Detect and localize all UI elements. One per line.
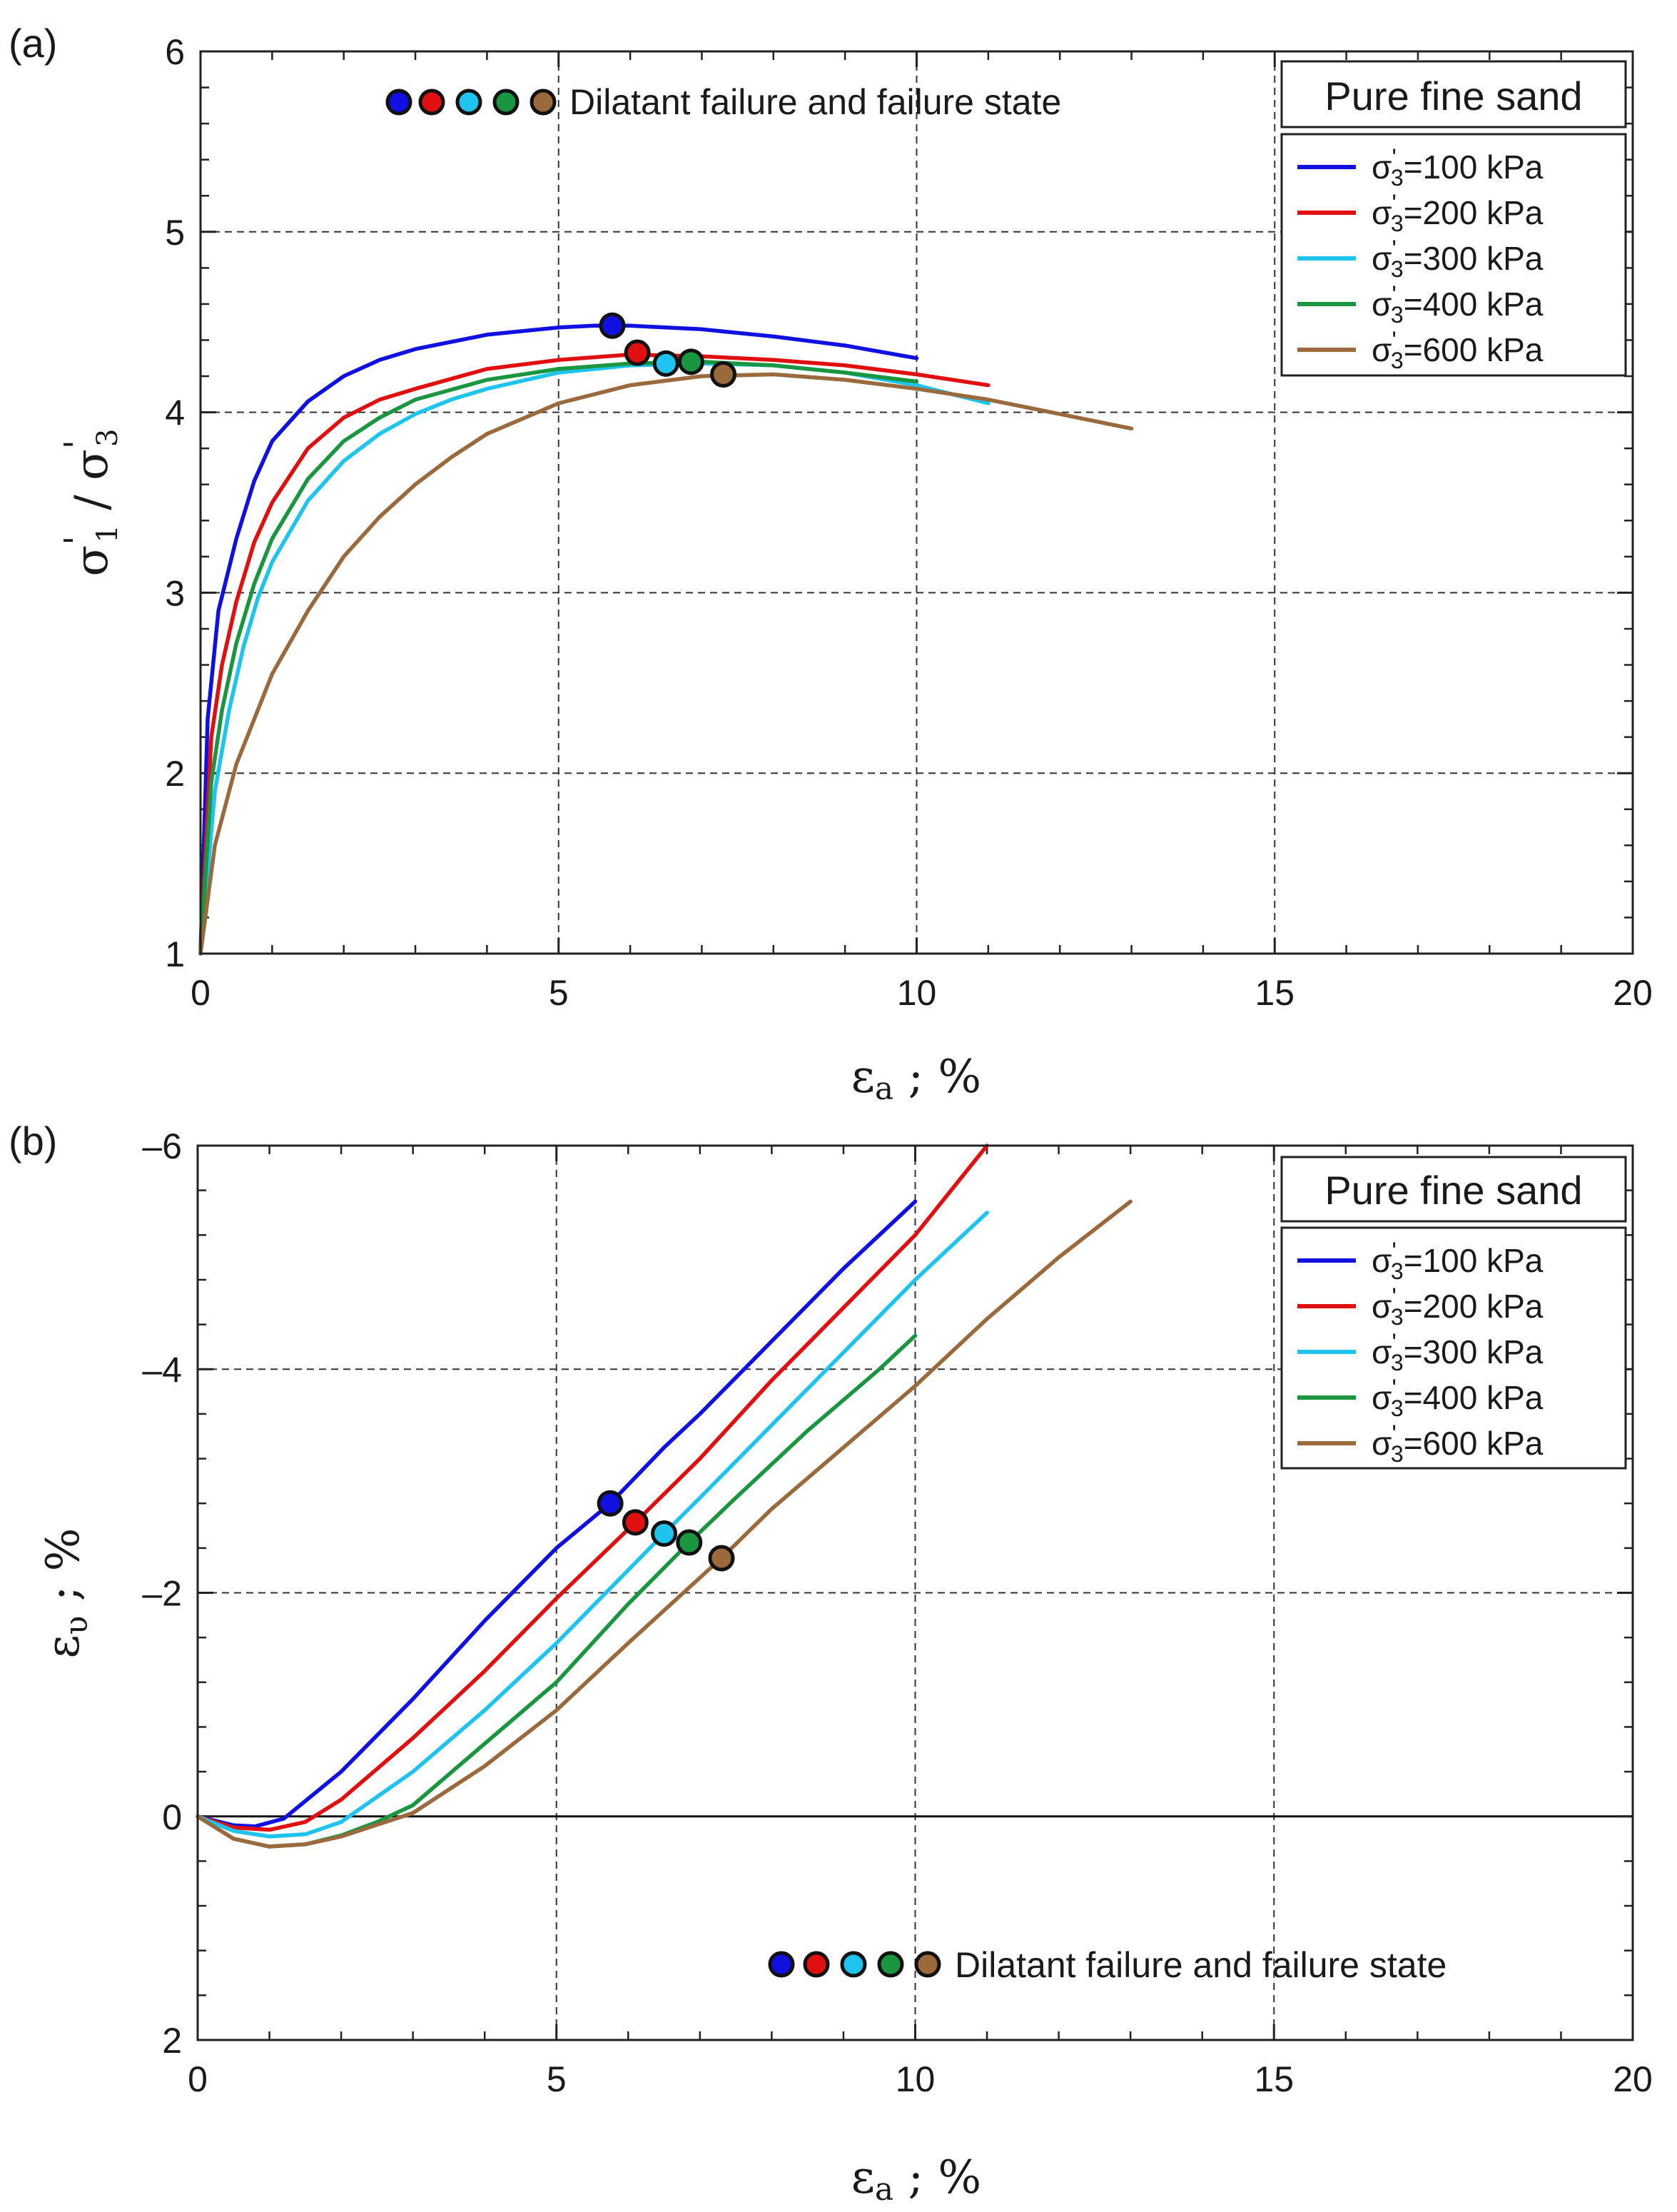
failure-points-b (597, 1490, 735, 1572)
legend-label-1: σ' 3=100 kPa (1372, 144, 1544, 191)
x-tick-label: 15 (1254, 2059, 1294, 2099)
legend-box-a (1280, 133, 1627, 377)
x-tick-label: 10 (897, 973, 937, 1013)
x-tick-label: 0 (188, 2059, 208, 2099)
series-line-5 (196, 1199, 1133, 1849)
y-tick-label: –4 (142, 1350, 182, 1390)
series-line-2 (198, 352, 991, 956)
series-line-5 (198, 372, 1134, 956)
legend-label-5: σ' 3=600 kPa (1372, 327, 1544, 373)
failure-point-1 (597, 1490, 624, 1517)
plot-frame-b (196, 1144, 1634, 2041)
grid-b (198, 1146, 1633, 2040)
annotation-dot-300-b (840, 1951, 867, 1978)
annotation-text-a: Dilatant failure and failure state (569, 82, 1061, 122)
legend-label-3: σ' 3=300 kPa (1372, 1329, 1544, 1375)
legend-title-box-b (1280, 1156, 1627, 1223)
failure-point-3 (651, 1520, 678, 1547)
failure-annotation-b: Dilatant failure and failure state (768, 1945, 1447, 1985)
x-tick-label: 5 (547, 2059, 567, 2099)
panel-label-a: (a) (9, 21, 57, 66)
y-tick-label: –6 (142, 1126, 182, 1166)
svg-text:ευ ; %: ευ ; % (37, 1528, 95, 1659)
failure-point-2 (624, 339, 651, 366)
series-line-3 (198, 361, 991, 956)
annotation-dot-600 (530, 89, 557, 116)
series-line-1 (196, 1199, 918, 1829)
legend-title-b: Pure fine sand (1324, 1168, 1582, 1213)
failure-point-4 (677, 348, 704, 375)
legend-label-4: σ' 3=400 kPa (1372, 1375, 1544, 1421)
tick-labels-a: 0 5 10 15 20 1 2 3 4 5 6 (165, 32, 1653, 1013)
y-tick-label: 0 (162, 1797, 182, 1837)
series-line-1 (198, 323, 919, 956)
failure-point-5 (708, 1545, 735, 1572)
series-lines-a (198, 323, 1134, 956)
y-tick-label: –2 (142, 1574, 182, 1614)
plot-frame-a (199, 50, 1634, 955)
failure-annotation-a: Dilatant failure and failure state (385, 82, 1061, 122)
y-tick-label: 6 (165, 32, 185, 72)
x-tick-label: 5 (549, 973, 569, 1013)
y-tick-label: 5 (165, 213, 185, 253)
x-axis-title-b: εa ; % (851, 2151, 981, 2208)
y-tick-label: 2 (162, 2021, 182, 2061)
y-tick-label: 3 (165, 573, 185, 613)
failure-point-4 (676, 1529, 703, 1556)
svg-text:σ'1 / σ'3: σ'1 / σ'3 (57, 429, 124, 577)
y-tick-label: 1 (165, 934, 185, 974)
y-axis-title-a: σ'1 / σ'3 (57, 429, 124, 577)
annotation-dot-100-b (768, 1951, 795, 1978)
annotation-dot-200 (418, 89, 445, 116)
y-tick-label: 2 (165, 754, 185, 794)
x-tick-label: 15 (1255, 973, 1295, 1013)
x-tick-label: 20 (1613, 2059, 1653, 2099)
legend-title-a: Pure fine sand (1324, 74, 1582, 118)
x-tick-label: 0 (191, 973, 211, 1013)
legend-title-box-a (1280, 60, 1627, 128)
legend-label-3: σ' 3=300 kPa (1372, 236, 1544, 282)
ticks-b (196, 1144, 1634, 2041)
failure-point-1 (599, 312, 626, 339)
panel-label-b: (b) (9, 1118, 57, 1163)
failure-point-3 (652, 350, 679, 377)
series-line-3 (196, 1211, 989, 1839)
series-line-2 (196, 1143, 989, 1832)
annotation-dot-200-b (803, 1951, 830, 1978)
annotation-text-b: Dilatant failure and failure state (955, 1945, 1447, 1985)
legend-label-2: σ' 3=200 kPa (1372, 190, 1544, 236)
annotation-dot-100 (385, 89, 412, 116)
panel-a: (a) 0 5 10 15 20 1 2 3 4 5 6 σ'1 / σ'3 εa ; % Dila… (9, 21, 1653, 1107)
series-lines-b (196, 1143, 1133, 1849)
annotation-dot-300 (455, 89, 482, 116)
legend-label-5: σ' 3=600 kPa (1372, 1420, 1544, 1467)
x-tick-label: 10 (896, 2059, 936, 2099)
legend-label-1: σ' 3=100 kPa (1372, 1238, 1544, 1284)
annotation-dot-400 (492, 89, 520, 116)
y-axis-title-b: ευ ; % (37, 1528, 95, 1659)
x-axis-title-a: εa ; % (851, 1051, 981, 1107)
annotation-dot-400-b (877, 1951, 904, 1978)
y-tick-label: 4 (165, 393, 185, 433)
legend-label-2: σ' 3=200 kPa (1372, 1283, 1544, 1330)
legend-label-4: σ' 3=400 kPa (1372, 281, 1544, 328)
failure-points-a (599, 312, 737, 388)
failure-point-5 (710, 361, 737, 388)
annotation-dot-600-b (914, 1951, 941, 1978)
legend-box-b (1280, 1226, 1627, 1470)
x-tick-label: 20 (1613, 973, 1653, 1013)
failure-point-2 (622, 1509, 649, 1536)
